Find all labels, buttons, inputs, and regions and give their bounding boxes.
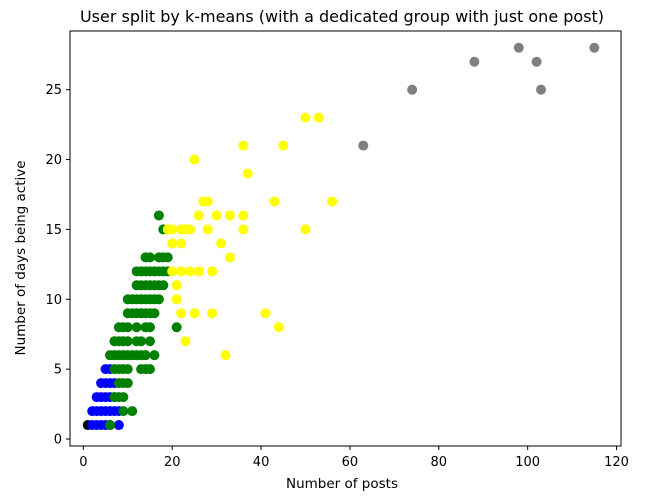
data-point (242, 168, 253, 179)
data-point (149, 350, 160, 361)
data-point (144, 252, 155, 263)
data-point (407, 84, 418, 95)
data-point (167, 266, 178, 277)
y-tick-label: 0 (54, 433, 62, 448)
data-point (131, 322, 142, 333)
data-point (238, 210, 249, 221)
data-point (176, 308, 187, 319)
data-point (193, 210, 204, 221)
data-point (122, 378, 133, 389)
data-point (140, 350, 151, 361)
data-point (313, 112, 324, 123)
data-point (127, 406, 138, 417)
x-tick-label: 80 (431, 455, 448, 470)
data-point (260, 308, 271, 319)
data-point (300, 112, 311, 123)
data-point (171, 322, 182, 333)
data-point (358, 140, 369, 151)
data-point (220, 350, 231, 361)
data-point (144, 336, 155, 347)
data-point (184, 224, 195, 235)
y-tick-label: 25 (45, 83, 62, 98)
data-point (207, 266, 218, 277)
data-point (122, 364, 133, 375)
x-tick-label: 0 (79, 455, 87, 470)
data-point (122, 322, 133, 333)
x-tick-label: 60 (342, 455, 359, 470)
data-point (202, 224, 213, 235)
data-point (269, 196, 280, 207)
y-tick-label: 15 (45, 223, 62, 238)
x-axis: 0 20 40 60 80 100 120 (79, 446, 629, 470)
data-point (238, 224, 249, 235)
data-point (238, 140, 249, 151)
data-point (536, 84, 547, 95)
data-point (469, 56, 480, 67)
data-point (122, 336, 133, 347)
data-point (153, 210, 164, 221)
data-point (171, 294, 182, 305)
chart-title: User split by k-means (with a dedicated … (80, 7, 604, 26)
data-point (513, 42, 524, 53)
data-point (531, 56, 542, 67)
data-point (149, 308, 160, 319)
data-point (171, 280, 182, 291)
data-point (224, 252, 235, 263)
data-point (327, 196, 338, 207)
data-point (104, 420, 115, 431)
data-point (211, 210, 222, 221)
x-tick-label: 40 (253, 455, 270, 470)
data-point (176, 238, 187, 249)
data-point (193, 266, 204, 277)
data-point (189, 308, 200, 319)
data-point (144, 364, 155, 375)
data-point (202, 196, 213, 207)
data-point (144, 322, 155, 333)
x-tick-label: 120 (604, 455, 629, 470)
data-point (216, 238, 227, 249)
data-point (136, 336, 147, 347)
y-tick-label: 5 (54, 363, 62, 378)
data-point (589, 42, 600, 53)
data-point (180, 336, 191, 347)
data-point (207, 308, 218, 319)
y-tick-label: 10 (45, 293, 62, 308)
data-point (118, 392, 129, 403)
y-axis-label: Number of days being active (13, 160, 29, 355)
data-point (167, 238, 178, 249)
plot-frame (69, 30, 622, 447)
data-point (162, 252, 173, 263)
data-point (167, 224, 178, 235)
y-tick-label: 20 (45, 153, 62, 168)
data-point (113, 420, 124, 431)
y-axis: 0 5 10 15 20 25 (45, 83, 70, 448)
x-axis-label: Number of posts (286, 476, 398, 492)
data-point (158, 280, 169, 291)
data-point (184, 266, 195, 277)
data-point (176, 266, 187, 277)
data-point (153, 294, 164, 305)
data-point (189, 154, 200, 165)
x-tick-label: 20 (164, 455, 181, 470)
data-point (278, 140, 289, 151)
data-point (300, 224, 311, 235)
x-tick-label: 100 (515, 455, 540, 470)
data-points (82, 42, 600, 431)
data-point (224, 210, 235, 221)
data-point (118, 406, 129, 417)
data-point (273, 322, 284, 333)
